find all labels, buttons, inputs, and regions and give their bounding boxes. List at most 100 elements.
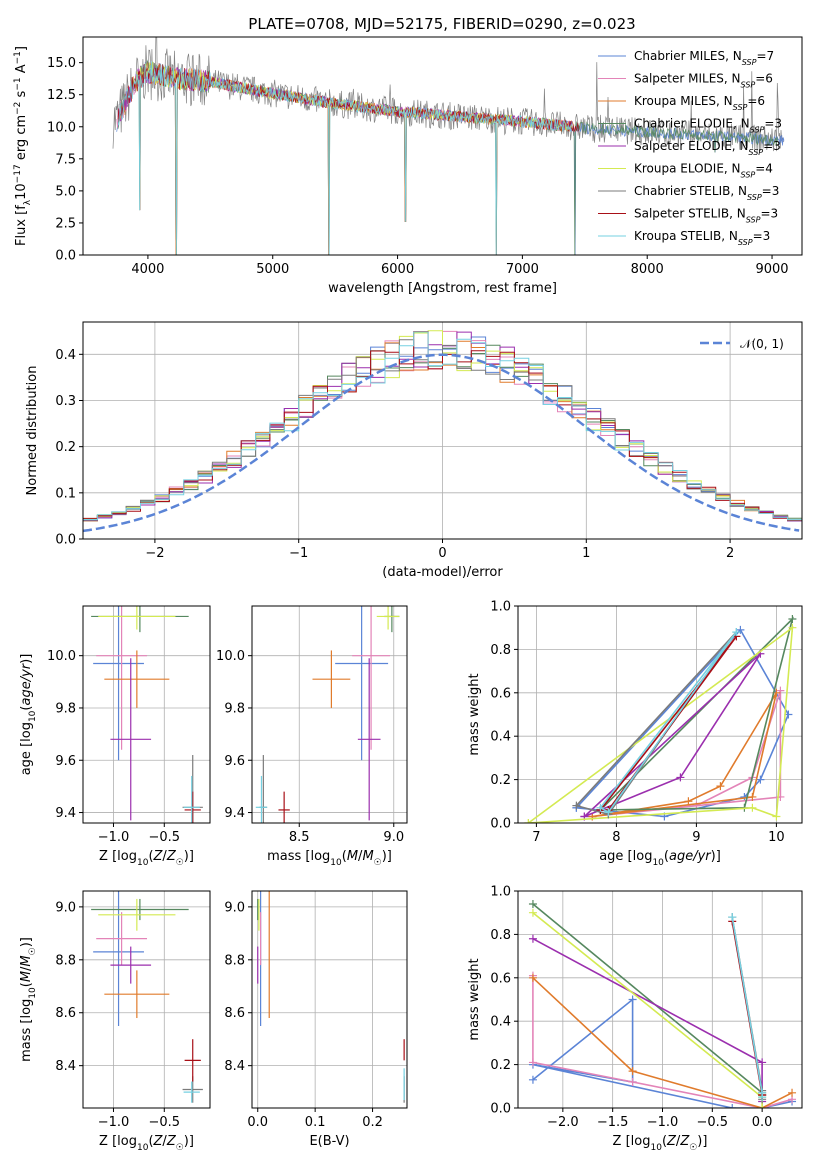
x-tick-label: 1 (582, 546, 590, 561)
axes-frame (251, 605, 408, 824)
legend-label-part: Chabrier MILES, N (634, 49, 742, 63)
legend-label-part: =4 (755, 162, 773, 176)
axes-frame (82, 36, 803, 256)
y-tick-label: 9.0 (55, 900, 76, 915)
x-tick-label: 4000 (131, 262, 164, 277)
data-point-marker (732, 628, 741, 637)
data-point-marker (758, 1058, 767, 1067)
data-point-marker (716, 782, 725, 791)
label-part: 10 (137, 1143, 149, 1153)
label-part: / (358, 849, 363, 864)
y-tick-label: 0.2 (490, 773, 511, 788)
label-part: Z (679, 1134, 690, 1149)
spectrum-series-line (116, 61, 785, 255)
x-tick-label: −0.5 (148, 1115, 180, 1130)
legend-label: Chabrier MILES, NSSP=7 (634, 49, 774, 67)
label-part: ( (148, 1134, 153, 1149)
x-tick-label: 6000 (381, 262, 414, 277)
data-point-marker (772, 812, 781, 821)
y-axis-label: mass [log10(M/M☉)] (19, 937, 38, 1062)
label-part: )] (697, 1134, 707, 1149)
data-point-marker (572, 801, 581, 810)
y-tick-label: 10.0 (47, 649, 76, 664)
data-point-marker (596, 803, 605, 812)
y-tick-label: 0.6 (490, 971, 511, 986)
x-tick-label: 8 (612, 830, 620, 845)
plot-area (255, 606, 400, 823)
plot-area (91, 606, 203, 823)
mass-weight-series-line (731, 916, 763, 1098)
plot-area (257, 891, 405, 1103)
y-tick-label: 1.0 (490, 600, 511, 615)
mass-weight-series-line (532, 903, 763, 1095)
label-part: )] (382, 849, 392, 864)
x-axis-label: Z [log10(Z/Z☉)] (99, 1134, 194, 1153)
legend-label: Salpeter MILES, NSSP=6 (634, 72, 773, 90)
legend-label-part: =3 (762, 184, 780, 198)
mass-vs-metallicity-panel: −1.0 −0.58.48.68.89.0Z [log10(Z/Z☉)]mass … (19, 890, 211, 1153)
data-point-marker (728, 913, 737, 922)
label-part: −2 (13, 102, 23, 115)
legend-label-part: SSP (733, 103, 748, 112)
y-tick-label: 0.0 (55, 533, 76, 548)
figure-title: PLATE=0708, MJD=52175, FIBERID=0290, z=0… (248, 15, 635, 33)
legend-label: Kroupa ELODIE, NSSP=4 (634, 162, 773, 180)
legend-label: Salpeter ELODIE, NSSP=3 (634, 139, 781, 157)
legend-label-part: Salpeter ELODIE, N (634, 139, 748, 153)
label-part: 10 (28, 987, 38, 999)
plot-area (528, 900, 797, 1108)
label-part: )] (19, 937, 34, 947)
legend-label-part: Chabrier ELODIE, N (634, 117, 750, 131)
label-part: / (676, 1134, 681, 1149)
label-part: age/yr (19, 662, 34, 705)
label-part: ( (664, 849, 669, 864)
mass-weight-series-line (532, 937, 763, 1102)
label-part: ☉ (28, 947, 38, 955)
y-axis-label: Flux [fλ10−17 erg cm−2 s−1 A−1] (13, 46, 33, 246)
y-tick-label: 0.0 (490, 1102, 511, 1117)
x-tick-label: −1.0 (98, 830, 130, 845)
y-tick-label: 12.5 (47, 88, 76, 103)
x-axis-label: Z [log10(Z/Z☉)] (99, 849, 194, 868)
y-tick-label: 9.6 (55, 754, 76, 769)
histogram-series (83, 331, 802, 521)
x-tick-label: 0.2 (362, 1115, 383, 1130)
y-tick-label: 0.2 (490, 1058, 511, 1073)
x-axis-label: (data-model)/error (382, 565, 503, 580)
label-part: Z (153, 1134, 164, 1149)
legend-label: Kroupa MILES, NSSP=6 (634, 94, 765, 112)
legend-label-part: =6 (755, 72, 773, 86)
data-point-marker (758, 1093, 767, 1102)
x-tick-label: 0.1 (305, 1115, 326, 1130)
data-point-marker (528, 908, 537, 917)
label-part: mass [log (19, 999, 34, 1062)
x-axis-label: E(B-V) (309, 1134, 349, 1149)
x-axis-label: Z [log10(Z/Z☉)] (613, 1134, 708, 1153)
y-axis-label: age [log10(age/yr)] (19, 654, 38, 776)
label-part: ( (662, 1134, 667, 1149)
legend-label-part: SSP (747, 193, 762, 202)
label-part: )] (711, 849, 721, 864)
legend-label: Salpeter STELIB, NSSP=3 (634, 207, 778, 225)
data-point-marker (628, 995, 637, 1004)
y-tick-label: 9.8 (224, 701, 245, 716)
data-point-marker (684, 797, 693, 806)
y-tick-label: 8.8 (55, 953, 76, 968)
legend-label-part: =3 (764, 117, 782, 131)
axes-frame (251, 890, 408, 1109)
label-part: 10 (652, 858, 664, 868)
y-tick-label: 8.6 (55, 1006, 76, 1021)
legend-label: 𝒩(0, 1) (740, 337, 784, 351)
label-part: ☉ (176, 1143, 184, 1153)
y-tick-label: 0.3 (55, 394, 76, 409)
legend-label-part: SSP (738, 238, 753, 247)
y-tick-label: 0.4 (490, 730, 511, 745)
x-tick-label: 5000 (256, 262, 289, 277)
y-tick-label: 8.8 (224, 953, 245, 968)
data-point-marker (748, 803, 757, 812)
x-tick-label: 8.5 (289, 830, 310, 845)
x-tick-label: −1.0 (647, 1115, 679, 1130)
label-part: Z (166, 1134, 177, 1149)
y-tick-label: 9.4 (224, 806, 245, 821)
